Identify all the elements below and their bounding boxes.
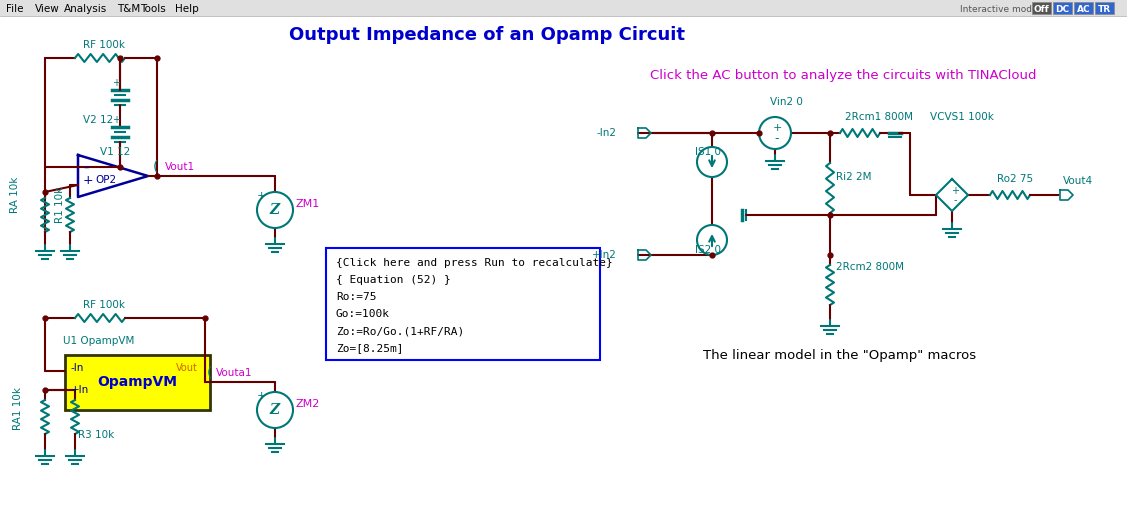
Text: Z: Z <box>270 403 281 417</box>
Text: Help: Help <box>175 4 199 14</box>
Text: +: + <box>112 115 119 125</box>
Text: +: + <box>951 186 959 196</box>
FancyBboxPatch shape <box>65 355 210 410</box>
Text: +: + <box>83 174 94 186</box>
Text: Off: Off <box>1033 5 1049 13</box>
Text: DC: DC <box>1056 5 1070 13</box>
Text: +: + <box>772 123 782 133</box>
Text: IS2 0: IS2 0 <box>695 245 721 255</box>
Text: OpampVM: OpampVM <box>97 375 177 389</box>
Text: U1 OpampVM: U1 OpampVM <box>63 336 134 346</box>
Text: 2Rcm2 800M: 2Rcm2 800M <box>836 262 904 272</box>
Text: Zo=[8.25m]: Zo=[8.25m] <box>336 343 403 353</box>
Text: +In2: +In2 <box>592 250 616 260</box>
Text: ZM2: ZM2 <box>296 399 320 409</box>
Polygon shape <box>1061 190 1073 200</box>
Text: File: File <box>6 4 24 14</box>
Text: -In: -In <box>71 363 85 373</box>
Text: Vin2 0: Vin2 0 <box>770 97 802 107</box>
Bar <box>0 0 1127 16</box>
Text: VCVS1 100k: VCVS1 100k <box>930 112 994 122</box>
Text: IS1 0: IS1 0 <box>695 147 721 157</box>
Text: Vout4: Vout4 <box>1063 176 1093 186</box>
Text: RA 10k: RA 10k <box>10 177 20 213</box>
Text: -: - <box>774 133 779 145</box>
Text: { Equation (52) }: { Equation (52) } <box>336 275 451 285</box>
Text: Zo:=Ro/Go.(1+RF/RA): Zo:=Ro/Go.(1+RF/RA) <box>336 326 464 336</box>
Text: (: ( <box>207 365 213 379</box>
Polygon shape <box>638 128 651 138</box>
Text: Ri2 2M: Ri2 2M <box>836 172 871 182</box>
Text: Analysis: Analysis <box>64 4 108 14</box>
Text: {Click here and press Run to recalculate}: {Click here and press Run to recalculate… <box>336 258 613 268</box>
FancyBboxPatch shape <box>1074 2 1093 14</box>
FancyBboxPatch shape <box>1053 2 1072 14</box>
Text: -: - <box>953 195 957 205</box>
Text: OP2: OP2 <box>95 175 116 185</box>
Text: +In: +In <box>71 385 89 395</box>
Text: Z: Z <box>270 203 281 217</box>
FancyBboxPatch shape <box>1032 2 1051 14</box>
Text: The linear model in the "Opamp" macros: The linear model in the "Opamp" macros <box>703 349 977 361</box>
Text: View: View <box>35 4 60 14</box>
Text: AC: AC <box>1076 5 1090 13</box>
Text: -In2: -In2 <box>597 128 616 138</box>
FancyBboxPatch shape <box>1095 2 1113 14</box>
Text: Vout1: Vout1 <box>165 162 195 172</box>
Text: 2Rcm1 800M: 2Rcm1 800M <box>845 112 913 122</box>
Text: Vout: Vout <box>176 363 198 373</box>
Text: RF 100k: RF 100k <box>83 40 125 50</box>
Text: R3 10k: R3 10k <box>78 430 114 440</box>
Text: Ro:=75: Ro:=75 <box>336 292 376 302</box>
Text: Tools: Tools <box>140 4 166 14</box>
Text: ZM1: ZM1 <box>296 199 320 209</box>
Text: Interactive mode: Interactive mode <box>960 5 1038 13</box>
Text: Click the AC button to analyze the circuits with TINACloud: Click the AC button to analyze the circu… <box>650 69 1036 81</box>
Text: RA1 10k: RA1 10k <box>14 387 23 430</box>
Text: +: + <box>112 78 119 88</box>
Text: +: + <box>256 391 266 401</box>
Text: TR: TR <box>1098 5 1111 13</box>
Text: Output Impedance of an Opamp Circuit: Output Impedance of an Opamp Circuit <box>289 26 685 44</box>
Text: T&M: T&M <box>117 4 140 14</box>
Text: RF 100k: RF 100k <box>83 300 125 310</box>
Text: Ro2 75: Ro2 75 <box>997 174 1033 184</box>
Text: V2 12: V2 12 <box>83 115 113 125</box>
Text: V1 12: V1 12 <box>100 147 131 157</box>
FancyBboxPatch shape <box>326 248 600 360</box>
Polygon shape <box>638 250 651 260</box>
Text: R1 10k: R1 10k <box>55 187 65 223</box>
Text: Vouta1: Vouta1 <box>216 368 252 378</box>
Text: Go:=100k: Go:=100k <box>336 309 390 319</box>
Text: -: - <box>83 160 89 175</box>
Text: +: + <box>256 191 266 201</box>
Text: (: ( <box>153 159 159 173</box>
